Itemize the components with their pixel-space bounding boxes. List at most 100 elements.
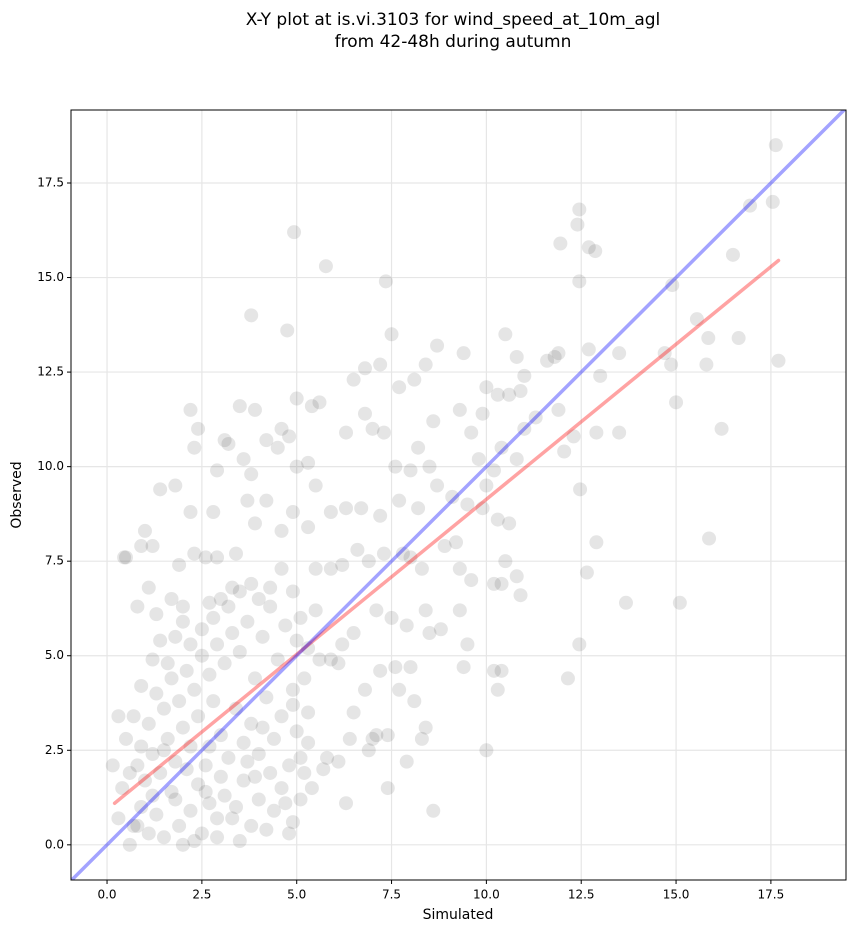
point	[456, 346, 471, 361]
point	[194, 826, 209, 841]
point	[240, 493, 255, 508]
point	[509, 569, 524, 584]
point	[183, 637, 198, 652]
point	[464, 425, 479, 440]
point	[111, 811, 126, 826]
point	[149, 807, 164, 822]
point	[672, 595, 687, 610]
point	[149, 607, 164, 622]
point	[232, 834, 247, 849]
point	[566, 429, 581, 444]
point	[588, 244, 603, 259]
point	[560, 671, 575, 686]
point	[244, 716, 259, 731]
point	[213, 769, 228, 784]
point	[395, 546, 410, 561]
point	[354, 501, 369, 516]
point	[502, 516, 517, 531]
point	[105, 758, 120, 773]
point	[274, 421, 289, 436]
point	[490, 512, 505, 527]
point	[285, 697, 300, 712]
point	[357, 682, 372, 697]
point	[581, 240, 596, 255]
point	[471, 452, 486, 467]
point	[141, 826, 156, 841]
x-tick-label: 2.5	[192, 888, 211, 902]
point	[699, 357, 714, 372]
point	[392, 380, 407, 395]
point	[168, 478, 183, 493]
point	[202, 595, 217, 610]
point	[117, 550, 132, 565]
point	[210, 463, 225, 478]
point	[486, 463, 501, 478]
point	[130, 758, 145, 773]
point	[384, 327, 399, 342]
point	[213, 592, 228, 607]
point	[301, 455, 316, 470]
point	[198, 784, 213, 799]
y-tick-label: 12.5	[37, 365, 64, 379]
point	[589, 425, 604, 440]
point	[244, 467, 259, 482]
point	[206, 505, 221, 520]
point	[373, 508, 388, 523]
point	[331, 656, 346, 671]
point	[430, 338, 445, 353]
point	[369, 728, 384, 743]
point	[498, 554, 513, 569]
point	[244, 308, 259, 323]
point	[551, 346, 566, 361]
point	[183, 803, 198, 818]
point	[270, 652, 285, 667]
x-tick-label: 0.0	[97, 888, 116, 902]
y-axis-label: Observed	[9, 461, 25, 528]
point	[369, 603, 384, 618]
point	[426, 803, 441, 818]
point	[172, 818, 187, 833]
point	[191, 709, 206, 724]
point	[244, 576, 259, 591]
point	[137, 773, 152, 788]
point	[278, 796, 293, 811]
point	[229, 800, 244, 815]
point	[331, 754, 346, 769]
y-tick-label: 7.5	[45, 554, 64, 568]
point	[301, 705, 316, 720]
point	[210, 550, 225, 565]
point	[403, 463, 418, 478]
point	[573, 482, 588, 497]
point	[308, 561, 323, 576]
point	[380, 728, 395, 743]
point	[304, 399, 319, 414]
point	[266, 803, 281, 818]
point	[407, 694, 422, 709]
point	[357, 361, 372, 376]
point	[312, 395, 327, 410]
point	[164, 784, 179, 799]
point	[308, 603, 323, 618]
point	[251, 792, 266, 807]
point	[384, 610, 399, 625]
point	[346, 626, 361, 641]
point	[164, 671, 179, 686]
point	[449, 535, 464, 550]
point	[346, 372, 361, 387]
point	[479, 478, 494, 493]
point	[122, 837, 137, 852]
point	[430, 478, 445, 493]
point	[206, 694, 221, 709]
point	[323, 652, 338, 667]
point	[513, 588, 528, 603]
y-tick-label: 17.5	[37, 175, 64, 189]
point	[259, 493, 274, 508]
x-tick-label: 12.5	[568, 888, 595, 902]
point	[126, 709, 141, 724]
point	[312, 652, 327, 667]
point	[217, 656, 232, 671]
point	[141, 580, 156, 595]
point	[657, 346, 672, 361]
point	[134, 800, 149, 815]
point	[278, 618, 293, 633]
